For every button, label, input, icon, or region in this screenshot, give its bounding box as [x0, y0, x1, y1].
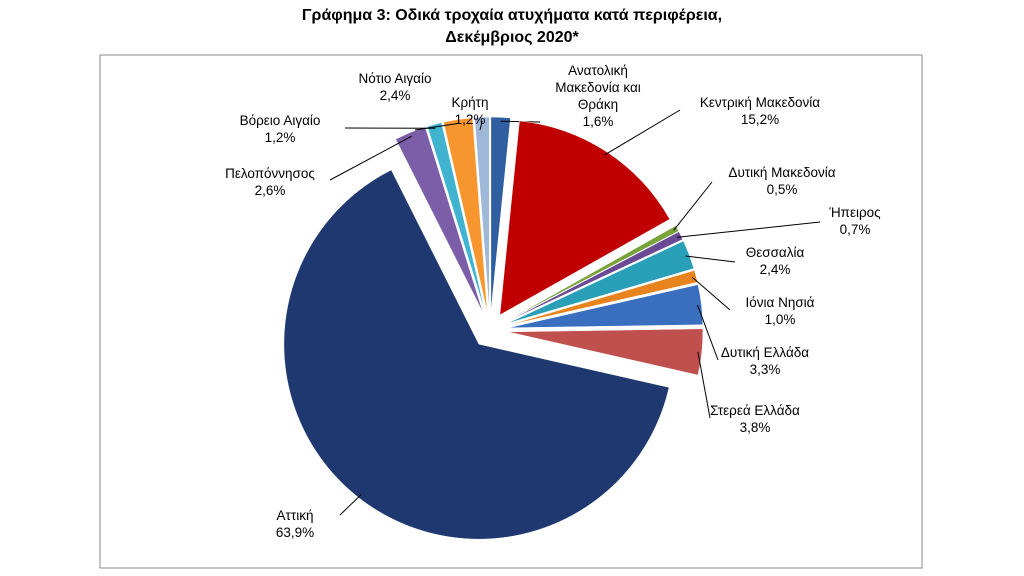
plot-frame	[99, 54, 923, 569]
data-label: Ήπειρος 0,7%	[820, 204, 890, 238]
pie-slice	[443, 117, 488, 313]
pie-slice	[474, 116, 490, 313]
data-label: Βόρειο Αιγαίο 1,2%	[215, 112, 345, 146]
pie-slice	[506, 240, 695, 324]
leader-line	[329, 135, 412, 181]
pie-slice	[507, 284, 704, 329]
category-label: Θεσσαλία	[745, 245, 805, 260]
category-label: Ιόνια Νησιά	[745, 295, 815, 310]
category-label: Δυτική Ελλάδα	[720, 345, 810, 360]
label-box: Ήπειρος 0,7%	[820, 204, 890, 238]
category-label: Στερεά Ελλάδα	[710, 403, 800, 418]
category-label: Ανατολική Μακεδονία και Θράκη	[555, 63, 641, 112]
chart-title: Δεκέμβριος 2020*	[445, 29, 579, 46]
label-box: Κεντρική Μακεδονία 15,2%	[680, 94, 840, 128]
value-label: 63,9%	[275, 525, 315, 540]
value-label: 3,8%	[739, 420, 771, 435]
category-label: Κεντρική Μακεδονία	[699, 95, 821, 110]
label-box: Πελοπόννησος 2,6%	[205, 165, 335, 199]
pie-slice	[395, 126, 484, 314]
data-label: Αττική 63,9%	[255, 507, 335, 541]
label-box: Νότιο Αιγαίο 2,4%	[355, 70, 435, 104]
label-box: Κρήτη 1,2%	[435, 94, 505, 128]
value-label: 1,6%	[582, 114, 614, 129]
value-label: 1,0%	[764, 312, 796, 327]
leader-line	[414, 122, 459, 131]
leader-line	[604, 109, 681, 156]
data-label: Δυτική Μακεδονία 0,5%	[712, 164, 852, 198]
data-label: Θεσσαλία 2,4%	[730, 244, 820, 278]
leader-line	[697, 351, 711, 419]
chart-title: Γράφημα 3: Οδικά τροχαία ατυχήματα κατά …	[302, 7, 722, 24]
pie-slice	[490, 116, 511, 313]
label-box: Δυτική Ελλάδα 3,3%	[705, 344, 825, 378]
value-label: 3,3%	[749, 362, 781, 377]
pie-slice	[426, 122, 486, 313]
label-box: Ανατολική Μακεδονία και Θράκη 1,6%	[543, 62, 653, 130]
leader-line	[685, 255, 736, 263]
pie-slice	[499, 120, 671, 316]
label-box: Θεσσαλία 2,4%	[730, 244, 820, 278]
leader-line	[677, 221, 821, 238]
label-box: Βόρειο Αιγαίο 1,2%	[215, 112, 345, 146]
data-label: Κρήτη 1,2%	[435, 94, 505, 128]
data-label: Ιόνια Νησιά 1,0%	[730, 294, 830, 328]
data-label: Πελοπόννησος 2,6%	[205, 165, 335, 199]
value-label: 15,2%	[740, 112, 780, 127]
leader-line	[339, 494, 362, 516]
value-label: 1,2%	[454, 112, 486, 127]
category-label: Κρήτη	[451, 95, 489, 110]
value-label: 1,2%	[264, 130, 296, 145]
value-label: 0,7%	[839, 222, 871, 237]
leader-line	[479, 121, 483, 131]
label-box: Στερεά Ελλάδα 3,8%	[695, 402, 815, 436]
leader-line	[673, 181, 713, 231]
data-label: Στερεά Ελλάδα 3,8%	[695, 402, 815, 436]
data-label: Νότιο Αιγαίο 2,4%	[355, 70, 435, 104]
pie-slice	[506, 231, 684, 323]
data-label: Κεντρική Μακεδονία 15,2%	[680, 94, 840, 128]
pie-slice	[507, 328, 704, 376]
category-label: Δυτική Μακεδονία	[728, 165, 836, 180]
category-label: Νότιο Αιγαίο	[358, 71, 432, 86]
pie-slice	[505, 225, 679, 322]
leader-line	[691, 276, 731, 311]
value-label: 0,5%	[766, 182, 798, 197]
category-label: Πελοπόννησος	[225, 166, 315, 181]
leader-line	[697, 304, 719, 361]
category-label: Βόρειο Αιγαίο	[239, 113, 321, 128]
data-label: Ανατολική Μακεδονία και Θράκη 1,6%	[543, 62, 653, 130]
label-box: Ιόνια Νησιά 1,0%	[730, 294, 830, 328]
value-label: 2,4%	[759, 262, 791, 277]
category-label: Ήπειρος	[829, 205, 881, 220]
label-box: Δυτική Μακεδονία 0,5%	[712, 164, 852, 198]
value-label: 2,4%	[379, 88, 411, 103]
label-box: Αττική 63,9%	[255, 507, 335, 541]
value-label: 2,6%	[254, 183, 286, 198]
pie-slice	[283, 169, 670, 540]
data-label: Δυτική Ελλάδα 3,3%	[705, 344, 825, 378]
category-label: Αττική	[276, 508, 314, 523]
